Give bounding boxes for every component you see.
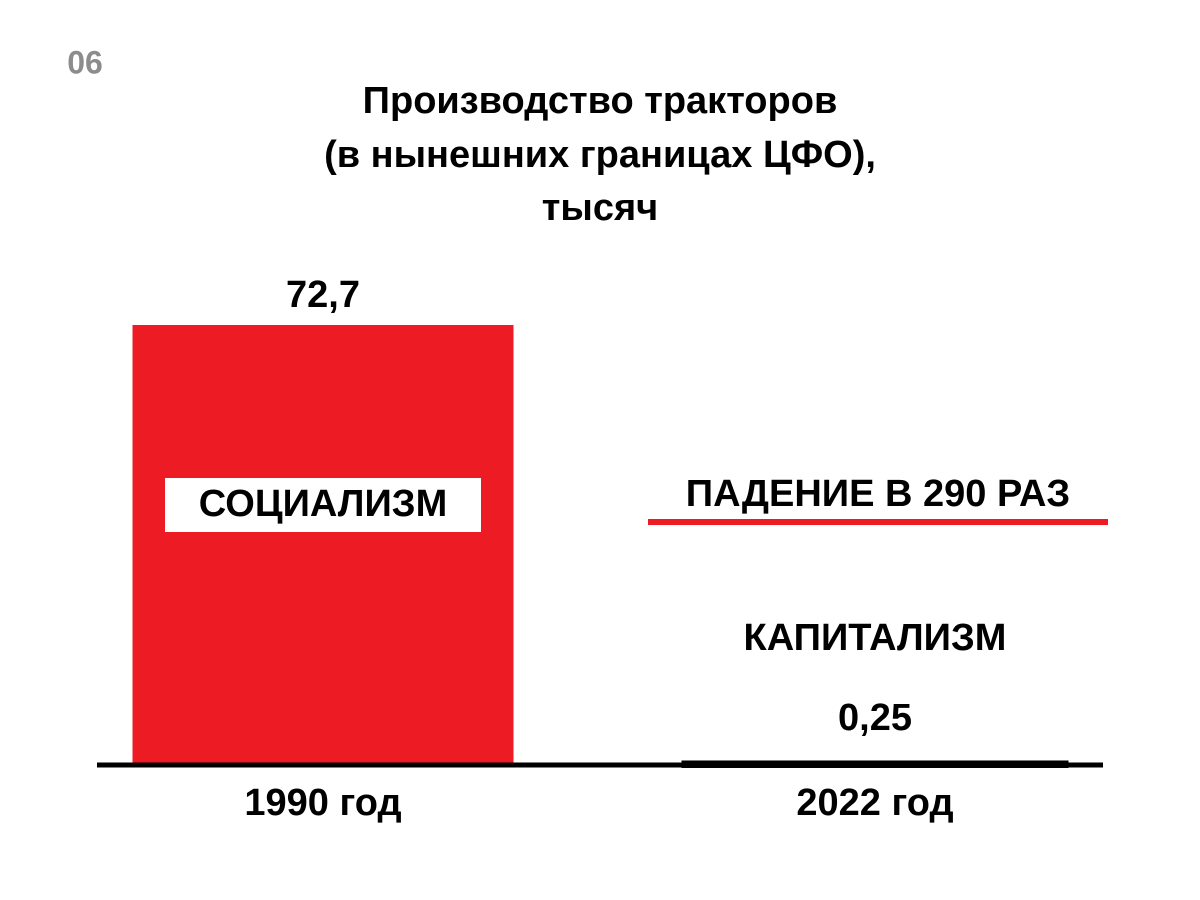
- chart-title: тысяч: [542, 187, 658, 229]
- bar-label: СОЦИАЛИЗМ: [199, 483, 447, 525]
- annotation: ПАДЕНИЕ В 290 РАЗ: [686, 473, 1070, 515]
- value-label: 0,25: [838, 697, 912, 739]
- chart-title: (в нынешних границах ЦФО),: [324, 134, 876, 176]
- label-box: [165, 478, 481, 532]
- page-number: 06: [67, 44, 103, 80]
- x-tick-label: 2022 год: [796, 782, 953, 824]
- bar: [132, 325, 514, 765]
- x-tick-label: 1990 год: [244, 782, 401, 824]
- value-label: 72,7: [286, 274, 360, 316]
- chart-title: Производство тракторов: [363, 80, 838, 122]
- bar-label: КАПИТАЛИЗМ: [744, 617, 1007, 659]
